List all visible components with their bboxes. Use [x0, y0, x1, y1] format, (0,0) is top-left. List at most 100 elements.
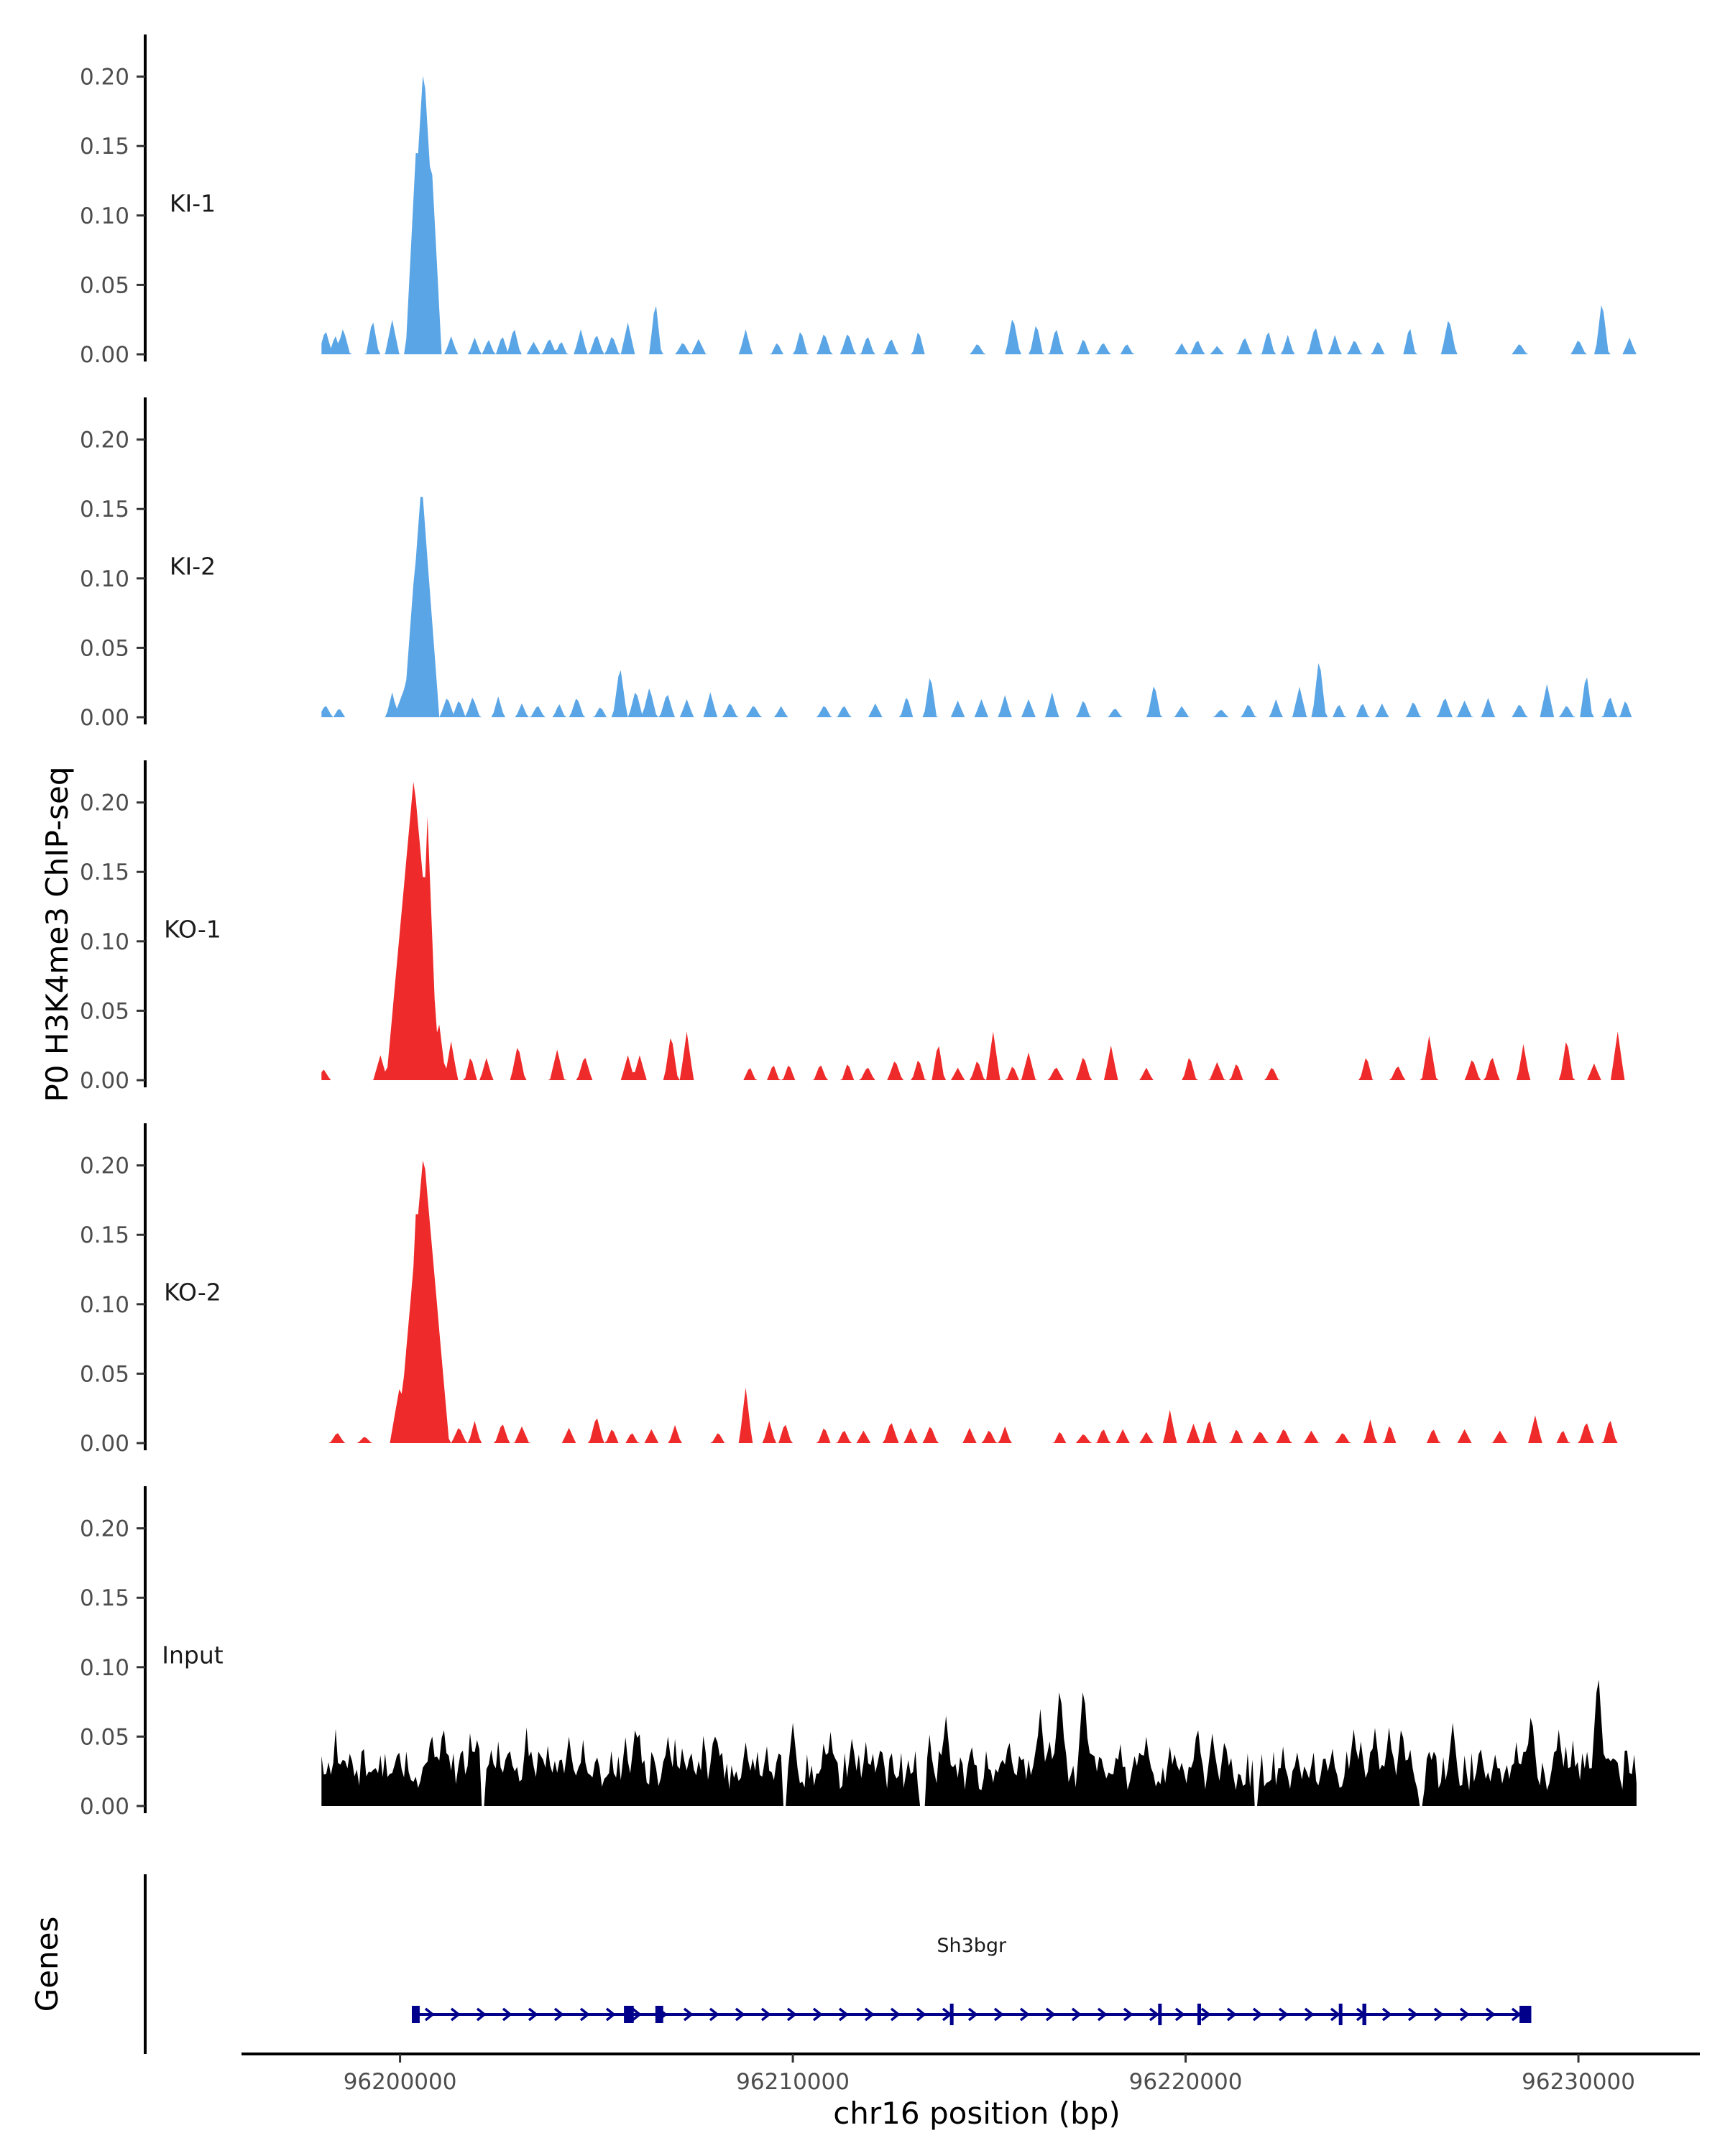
- tracks-layer: 0.00 0.05 0.10 0.15 0.20 KI-1 0.00 0.05 0.10 0.15…: [80, 34, 1637, 1820]
- signal-area-ki-1: [321, 75, 1637, 355]
- y-tick-label: 0.20: [80, 791, 129, 816]
- gene-exon: [1338, 2004, 1343, 2025]
- y-tick-label: 0.20: [80, 428, 129, 453]
- strand-arrow-icon: [424, 2007, 435, 2022]
- strand-arrow-icon: [967, 2007, 978, 2022]
- strand-arrow-icon: [1252, 2007, 1263, 2022]
- gene-exon: [655, 2006, 663, 2023]
- strand-arrow-icon: [838, 2007, 849, 2022]
- strand-arrow-icon: [1226, 2007, 1237, 2022]
- y-tick-label: 0.05: [80, 1724, 129, 1750]
- y-tick-label: 0.05: [80, 998, 129, 1024]
- track-label: KI-1: [170, 189, 216, 217]
- y-tick-label: 0.20: [80, 1153, 129, 1179]
- strand-arrow-icon: [1097, 2007, 1108, 2022]
- strand-arrow-icon: [1304, 2007, 1315, 2022]
- strand-arrow-icon: [1045, 2007, 1056, 2022]
- y-axis-title: P0 H3K4me3 ChIP-seq: [40, 766, 75, 1102]
- strand-arrow-icon: [450, 2007, 461, 2022]
- gene-exon: [624, 2006, 634, 2023]
- strand-arrow-icon: [502, 2007, 512, 2022]
- strand-arrow-icon: [553, 2007, 564, 2022]
- strand-arrow-icon: [1459, 2007, 1470, 2022]
- y-tick-label: 0.10: [80, 929, 129, 955]
- gene-exon: [1197, 2004, 1201, 2025]
- y-tick-label: 0.00: [80, 1068, 129, 1094]
- track-label: KO-2: [164, 1278, 221, 1306]
- strand-arrow-icon: [993, 2007, 1004, 2022]
- strand-arrow-icon: [916, 2007, 926, 2022]
- gene-panel: Genes Sh3bgr: [29, 1874, 1532, 2054]
- x-tick-label: 96200000: [344, 2069, 457, 2095]
- gene-exon: [1519, 2006, 1532, 2023]
- y-tick-label: 0.00: [80, 1794, 129, 1820]
- y-tick-label: 0.15: [80, 1585, 129, 1611]
- track-input: 0.00 0.05 0.10 0.15 0.20 Input: [80, 1486, 1637, 1820]
- y-tick-label: 0.10: [80, 1292, 129, 1318]
- strand-arrow-icon: [786, 2007, 797, 2022]
- y-tick-label: 0.05: [80, 1361, 129, 1387]
- track-ko-2: 0.00 0.05 0.10 0.15 0.20 KO-2: [80, 1123, 1637, 1457]
- gene-model: [411, 2004, 1532, 2025]
- track-ko-1: 0.00 0.05 0.10 0.15 0.20 KO-1: [80, 760, 1637, 1094]
- strand-arrow-icon: [1200, 2007, 1211, 2022]
- strand-arrow-icon: [735, 2007, 745, 2022]
- signal-area-ki-2: [321, 497, 1637, 717]
- track-label: KI-2: [170, 552, 216, 580]
- y-tick-label: 0.00: [80, 1431, 129, 1457]
- gene-exon: [949, 2004, 954, 2025]
- signal-area-input: [321, 1680, 1637, 1806]
- strand-arrow-icon: [760, 2007, 771, 2022]
- y-tick-label: 0.15: [80, 134, 129, 160]
- x-tick-label: 96210000: [736, 2069, 850, 2095]
- strand-arrow-icon: [1071, 2007, 1082, 2022]
- x-tick-label: 96220000: [1129, 2069, 1243, 2095]
- gene-name-label: Sh3bgr: [937, 1935, 1007, 1957]
- strand-arrow-icon: [1278, 2007, 1289, 2022]
- track-ki-1: 0.00 0.05 0.10 0.15 0.20 KI-1: [80, 34, 1637, 368]
- strand-arrow-icon: [1330, 2007, 1340, 2022]
- strand-arrow-icon: [709, 2007, 719, 2022]
- y-tick-label: 0.20: [80, 1516, 129, 1542]
- track-label: KO-1: [164, 915, 221, 943]
- strand-arrow-icon: [1019, 2007, 1030, 2022]
- x-axis-title: chr16 position (bp): [833, 2096, 1121, 2131]
- gene-exon: [1158, 2004, 1162, 2025]
- strand-arrow-icon: [1511, 2007, 1522, 2022]
- strand-arrow-icon: [1149, 2007, 1159, 2022]
- strand-arrow-icon: [890, 2007, 901, 2022]
- y-tick-label: 0.05: [80, 635, 129, 661]
- y-tick-label: 0.10: [80, 566, 129, 592]
- y-tick-label: 0.05: [80, 272, 129, 298]
- y-tick-label: 0.10: [80, 1655, 129, 1681]
- y-tick-label: 0.20: [80, 65, 129, 91]
- strand-arrow-icon: [1485, 2007, 1496, 2022]
- strand-arrow-icon: [476, 2007, 487, 2022]
- strand-arrow-icon: [812, 2007, 823, 2022]
- gene-exon: [1362, 2004, 1366, 2025]
- gene-panel-title: Genes: [29, 1917, 65, 2012]
- signal-area-ko-2: [321, 1160, 1637, 1443]
- strand-arrow-icon: [1407, 2007, 1418, 2022]
- y-tick-label: 0.15: [80, 860, 129, 885]
- x-axis: 96200000 96210000 96220000 96230000: [242, 2053, 1700, 2095]
- track-label: Input: [162, 1641, 224, 1669]
- y-tick-label: 0.00: [80, 342, 129, 368]
- strand-arrow-icon: [864, 2007, 875, 2022]
- y-tick-label: 0.10: [80, 203, 129, 229]
- gene-exon: [411, 2006, 420, 2023]
- y-tick-label: 0.15: [80, 1222, 129, 1248]
- x-tick-label: 96230000: [1522, 2069, 1635, 2095]
- strand-arrow-icon: [631, 2007, 642, 2022]
- y-tick-label: 0.15: [80, 497, 129, 522]
- strand-arrow-icon: [1381, 2007, 1392, 2022]
- strand-arrow-icon: [528, 2007, 538, 2022]
- strand-arrow-icon: [1433, 2007, 1444, 2022]
- track-ki-2: 0.00 0.05 0.10 0.15 0.20 KI-2: [80, 397, 1637, 731]
- y-tick-label: 0.00: [80, 705, 129, 731]
- strand-arrow-icon: [1174, 2007, 1185, 2022]
- strand-arrow-icon: [683, 2007, 694, 2022]
- strand-arrow-icon: [579, 2007, 590, 2022]
